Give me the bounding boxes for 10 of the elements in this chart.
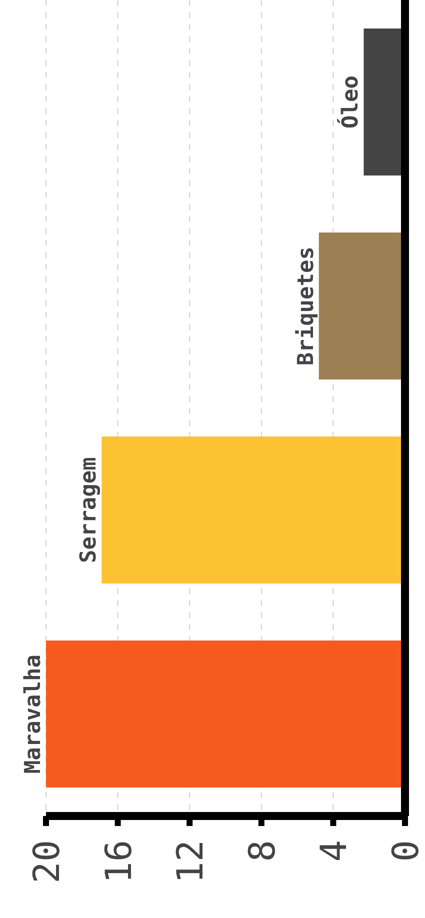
y-tick-label: Maravalha xyxy=(21,654,46,774)
y-tick-label: Serragem xyxy=(76,457,102,564)
x-tick-label: 8 xyxy=(242,840,284,862)
x-tick-label: 4 xyxy=(314,840,356,862)
x-tick-label: 20 xyxy=(27,840,68,884)
y-tick-label: Óleo xyxy=(336,76,364,129)
x-tick-label: 0 xyxy=(386,840,425,862)
x-tick-label: 12 xyxy=(170,840,212,884)
y-tick-label: Briquetes xyxy=(294,246,319,366)
x-tick-label: 16 xyxy=(98,840,140,884)
